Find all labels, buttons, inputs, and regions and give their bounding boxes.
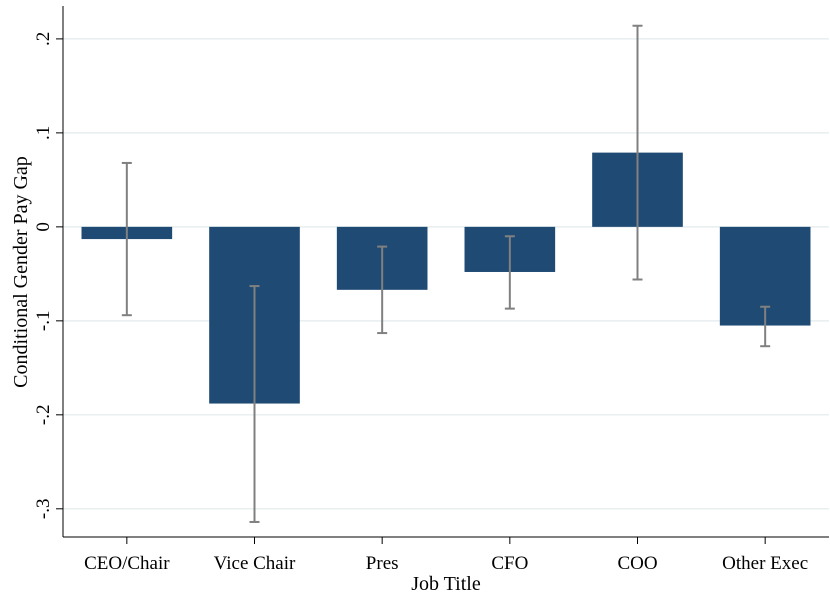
x-axis-title: Job Title (411, 573, 481, 594)
bars (81, 152, 811, 404)
y-axis-title: Conditional Gender Pay Gap (10, 156, 32, 388)
y-tick-label: -.1 (33, 311, 54, 332)
y-tick-label: 0 (33, 222, 54, 232)
x-tick-label: Pres (366, 553, 399, 574)
y-tick-label: .2 (33, 32, 54, 46)
x-tick-label: CEO/Chair (84, 553, 170, 574)
x-tick-label: CFO (491, 553, 528, 574)
y-tick-label: -.3 (33, 499, 54, 520)
error-bars (121, 24, 771, 523)
grid-lines (63, 38, 829, 510)
y-tick-label: .1 (33, 126, 54, 140)
x-tick-label: Vice Chair (214, 553, 296, 574)
x-tick-label: COO (617, 553, 657, 574)
y-tick-label: -.2 (33, 405, 54, 426)
x-tick-label: Other Exec (722, 553, 808, 574)
axes: .2 .1 0 -.1 -.2 -.3 CEO/Chair Vice Chair Pres CFO… (33, 6, 829, 574)
